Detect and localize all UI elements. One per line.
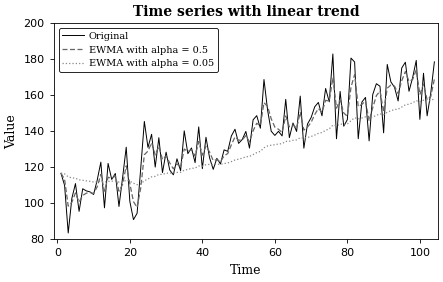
Line: Original: Original	[61, 54, 435, 233]
EWMA with alpha = 0.5	[247, 140, 252, 144]
EWMA with alpha = 0.05	[134, 183, 140, 186]
Line: EWMA with alpha = 0.5: EWMA with alpha = 0.5	[61, 70, 435, 208]
Original	[330, 52, 335, 56]
Original	[73, 182, 78, 185]
Original	[247, 146, 252, 150]
EWMA with alpha = 0.05	[156, 173, 162, 176]
Original	[66, 231, 71, 235]
EWMA with alpha = 0.05	[421, 98, 426, 102]
X-axis label: Time: Time	[230, 264, 262, 277]
EWMA with alpha = 0.5	[432, 78, 437, 81]
Original	[406, 90, 412, 93]
EWMA with alpha = 0.5	[414, 68, 419, 72]
Line: EWMA with alpha = 0.05: EWMA with alpha = 0.05	[61, 99, 435, 185]
Original	[156, 136, 162, 139]
EWMA with alpha = 0.5	[69, 201, 74, 204]
EWMA with alpha = 0.5	[58, 171, 64, 175]
EWMA with alpha = 0.5	[134, 206, 140, 209]
EWMA with alpha = 0.05	[247, 155, 252, 158]
Original	[58, 171, 64, 175]
Original	[424, 114, 430, 118]
EWMA with alpha = 0.5	[403, 70, 408, 73]
Title: Time series with linear trend: Time series with linear trend	[132, 5, 359, 19]
Legend: Original, EWMA with alpha = 0.5, EWMA with alpha = 0.05: Original, EWMA with alpha = 0.5, EWMA wi…	[58, 28, 218, 72]
EWMA with alpha = 0.5	[424, 98, 430, 102]
EWMA with alpha = 0.05	[58, 171, 64, 175]
EWMA with alpha = 0.05	[171, 171, 176, 175]
EWMA with alpha = 0.5	[171, 167, 176, 171]
Original	[432, 60, 437, 63]
EWMA with alpha = 0.5	[156, 145, 162, 148]
EWMA with alpha = 0.05	[403, 103, 408, 107]
Y-axis label: Value: Value	[5, 114, 18, 149]
EWMA with alpha = 0.05	[69, 176, 74, 180]
EWMA with alpha = 0.05	[432, 97, 437, 100]
Original	[171, 173, 176, 177]
